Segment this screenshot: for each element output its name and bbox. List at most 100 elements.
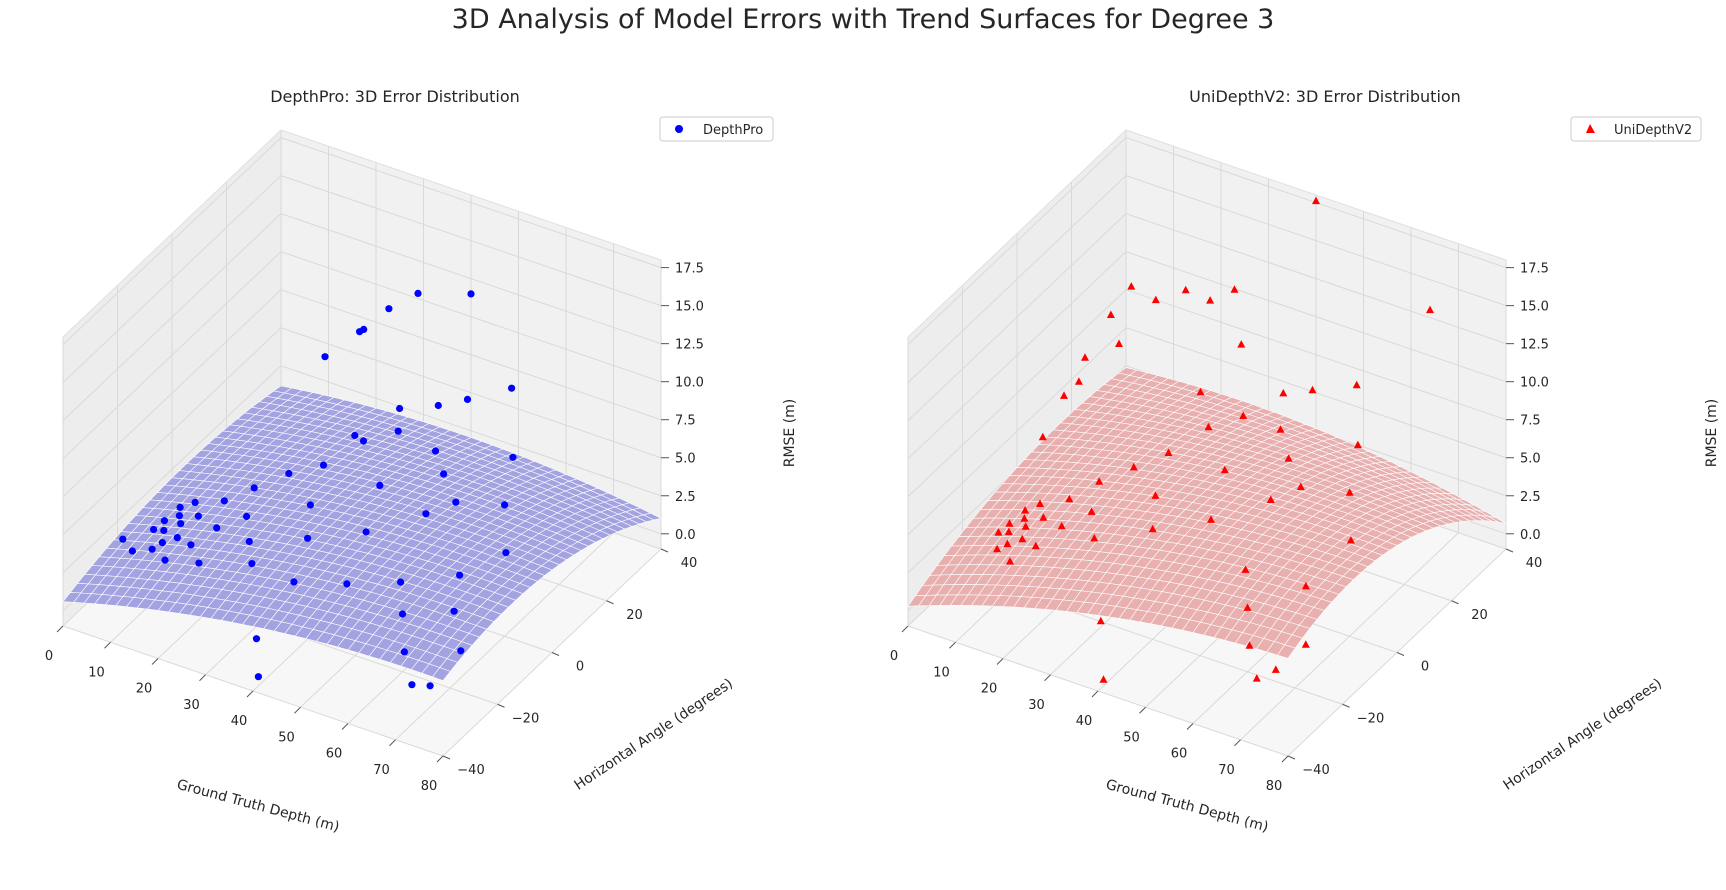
grid-line-z-back xyxy=(280,289,662,421)
data-point xyxy=(1036,499,1044,507)
z-tick-label: 10.0 xyxy=(675,376,704,391)
surface-quad xyxy=(62,592,82,603)
data-point xyxy=(456,571,464,579)
z-tick-label: 7.5 xyxy=(675,414,696,429)
chart-depthpro: DepthPro: 3D Error Distribution Ground T… xyxy=(45,87,798,836)
data-point xyxy=(1057,521,1066,530)
x-tick-label: 30 xyxy=(183,698,200,713)
data-point xyxy=(1346,536,1355,544)
x-tick-label: 40 xyxy=(231,714,248,729)
chart-unidepthv2: UniDepthV2: 3D Error Distribution Ground… xyxy=(890,87,1720,836)
data-point xyxy=(1060,391,1068,399)
x-tick-mark xyxy=(1044,674,1051,682)
data-point xyxy=(993,544,1002,553)
data-point xyxy=(1353,440,1362,449)
data-point xyxy=(158,539,166,547)
data-point xyxy=(1230,285,1239,293)
data-point xyxy=(509,453,517,461)
data-point xyxy=(1099,675,1108,683)
data-point xyxy=(362,528,370,536)
data-point xyxy=(508,384,516,392)
data-point xyxy=(396,404,404,413)
data-point xyxy=(450,607,458,615)
data-point xyxy=(501,501,509,509)
data-point xyxy=(1095,477,1104,485)
data-point xyxy=(359,437,368,445)
x-tick-mark xyxy=(1186,723,1194,730)
x-tick-mark xyxy=(1234,739,1241,747)
x-axis-label: Ground Truth Depth (m) xyxy=(175,777,341,836)
figure-title: 3D Analysis of Model Errors with Trend S… xyxy=(451,4,1275,35)
grid-line-z-back xyxy=(280,365,662,497)
x-tick-mark xyxy=(104,641,111,649)
x-tick-label: 0 xyxy=(45,649,53,664)
x-tick-mark xyxy=(436,755,444,763)
x-tick-label: 0 xyxy=(890,649,898,664)
legend: UniDepthV2 xyxy=(1570,116,1702,142)
x-tick-label: 70 xyxy=(373,763,390,778)
data-point xyxy=(1284,454,1293,462)
data-point xyxy=(290,578,298,586)
x-tick-mark xyxy=(199,674,206,682)
x-tick-label: 70 xyxy=(1218,763,1235,778)
y-tick-mark xyxy=(551,652,560,656)
data-point xyxy=(195,559,203,567)
y-tick-label: 20 xyxy=(1471,608,1488,623)
x-tick-mark xyxy=(949,641,956,649)
data-point xyxy=(502,549,510,557)
data-point xyxy=(434,401,442,410)
surface-quad xyxy=(907,595,927,607)
data-point xyxy=(1106,310,1115,318)
pane-edge xyxy=(907,129,1507,338)
y-tick-mark xyxy=(1505,548,1514,553)
data-point xyxy=(1020,514,1029,522)
y-axis-label: Horizontal Angle (degrees) xyxy=(572,676,736,794)
grid-line-z-left xyxy=(907,327,1127,536)
grid-line-z-left xyxy=(62,137,282,345)
legend-frame xyxy=(659,116,774,142)
grid-line-z-back xyxy=(280,251,662,383)
y-tick-label: 40 xyxy=(1526,556,1543,571)
x-tick-label: 30 xyxy=(1028,698,1045,713)
data-point xyxy=(148,545,156,553)
data-point xyxy=(128,547,136,555)
data-point xyxy=(463,395,472,403)
legend-marker-circle xyxy=(675,125,683,133)
z-tick-label: 2.5 xyxy=(1520,490,1541,505)
data-point xyxy=(1039,513,1048,521)
data-point xyxy=(1345,488,1354,496)
data-point xyxy=(161,556,169,564)
data-point xyxy=(1038,432,1047,441)
data-point xyxy=(467,290,475,298)
data-point xyxy=(1196,387,1205,396)
data-point xyxy=(1021,522,1030,530)
data-point xyxy=(1148,524,1157,533)
grid-line-z-left xyxy=(62,251,282,460)
y-tick-label: 20 xyxy=(626,608,643,623)
data-point xyxy=(452,498,460,506)
data-point xyxy=(1426,305,1434,314)
x-tick-label: 50 xyxy=(278,730,295,745)
z-tick-label: 15.0 xyxy=(675,300,704,315)
x-tick-label: 40 xyxy=(1076,714,1093,729)
z-tick-label: 2.5 xyxy=(675,490,696,505)
x-tick-label: 10 xyxy=(933,665,950,680)
y-tick-label: −40 xyxy=(457,763,484,778)
legend-label: DepthPro xyxy=(703,123,763,138)
x-axis-label: Ground Truth Depth (m) xyxy=(1104,777,1270,836)
y-tick-label: 40 xyxy=(681,556,698,571)
z-tick-label: 0.0 xyxy=(675,528,696,543)
grid-line-z-back xyxy=(1125,289,1507,421)
data-point xyxy=(408,681,416,689)
x-tick-label: 60 xyxy=(1171,747,1188,762)
data-point xyxy=(1090,534,1099,542)
x-tick-label: 80 xyxy=(1266,779,1283,794)
chart-title: UniDepthV2: 3D Error Distribution xyxy=(1189,87,1461,106)
data-point xyxy=(1301,640,1310,648)
data-point xyxy=(1181,285,1190,294)
z-axis-label: RMSE (m) xyxy=(782,399,798,468)
data-point xyxy=(1243,603,1252,611)
data-point xyxy=(1021,506,1030,514)
data-point xyxy=(1065,494,1074,503)
